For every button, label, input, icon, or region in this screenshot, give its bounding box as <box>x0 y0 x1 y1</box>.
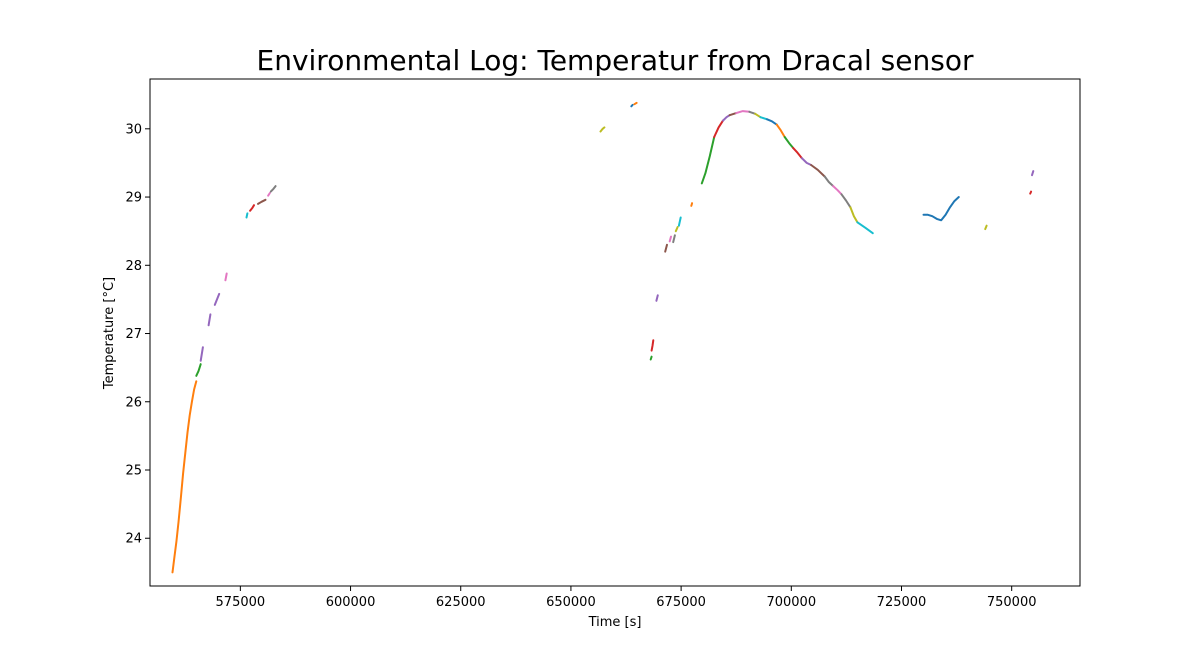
y-tick-label-6: 29 <box>125 191 142 206</box>
series-line-40 <box>840 193 852 209</box>
plot-area <box>150 79 1080 586</box>
series-line-4 <box>207 313 212 327</box>
y-tick-label-4: 27 <box>125 327 142 342</box>
series-line-7 <box>245 212 249 219</box>
series-line-25 <box>713 119 724 138</box>
x-tick-label-4: 650000 <box>546 595 596 610</box>
series-line-11 <box>269 185 277 193</box>
series-line-39 <box>832 185 843 196</box>
series-line-26 <box>722 114 731 122</box>
series-line-12 <box>599 126 606 133</box>
series-line-37 <box>810 164 826 178</box>
series-line-31 <box>759 116 769 121</box>
series-line-15 <box>649 355 653 361</box>
series-line-43 <box>922 196 960 222</box>
series-line-29 <box>748 110 757 115</box>
series-line-35 <box>792 146 803 160</box>
series-line-44 <box>984 224 988 231</box>
series-line-9 <box>257 198 267 205</box>
y-tick-label-1: 24 <box>125 532 142 547</box>
series-line-18 <box>664 243 668 253</box>
series-line-19 <box>668 235 672 243</box>
series-line-46 <box>1031 170 1035 177</box>
y-axis: 24 25 26 27 28 29 30 <box>125 122 150 547</box>
series-line-41 <box>849 206 859 224</box>
series-line-30 <box>754 112 762 119</box>
x-tick-label-2: 600000 <box>326 595 376 610</box>
plot-frame <box>149 78 1081 587</box>
series-line-6 <box>224 272 228 282</box>
x-tick-label-7: 725000 <box>877 595 927 610</box>
series-line-10 <box>267 192 271 197</box>
series-line-21 <box>674 226 679 233</box>
x-tick-label-3: 625000 <box>436 595 486 610</box>
x-tick-label-6: 700000 <box>766 595 816 610</box>
series-line-24 <box>700 136 716 185</box>
series-line-5 <box>213 292 221 306</box>
series-line-33 <box>775 123 786 138</box>
series-line-42 <box>856 221 874 235</box>
x-tick-label-1: 575000 <box>216 595 266 610</box>
y-tick-label-2: 25 <box>125 463 142 478</box>
x-tick-label-8: 750000 <box>987 595 1037 610</box>
chart-title: Environmental Log: Temperatur from Draca… <box>257 44 974 77</box>
series-line-36 <box>800 157 813 166</box>
series-line-14 <box>633 101 638 106</box>
series-line-34 <box>783 136 795 149</box>
y-tick-label-5: 28 <box>125 259 142 274</box>
series-line-28 <box>735 110 751 115</box>
x-tick-label-5: 675000 <box>656 595 706 610</box>
series-line-23 <box>690 202 694 207</box>
series-line-32 <box>766 118 778 126</box>
y-tick-label-3: 26 <box>125 395 142 410</box>
series-line-45 <box>1029 190 1033 195</box>
x-axis-label: Time [s] <box>588 615 642 630</box>
series-line-13 <box>630 103 634 108</box>
series-line-3 <box>199 346 204 362</box>
y-axis-label: Temperature [°C] <box>102 277 117 390</box>
series-line-8 <box>249 204 255 212</box>
x-axis: 575000 600000 625000 650000 675000 700000 7250… <box>216 586 1037 610</box>
y-tick-label-7: 30 <box>125 122 142 137</box>
series-line-1 <box>171 380 198 574</box>
series-line-16 <box>650 339 655 352</box>
series-layer <box>171 101 1035 574</box>
series-line-38 <box>823 175 835 188</box>
series-line-17 <box>655 294 659 302</box>
series-line-2 <box>195 363 202 377</box>
series-line-22 <box>677 216 682 227</box>
series-line-20 <box>672 234 676 244</box>
series-line-27 <box>728 112 738 117</box>
